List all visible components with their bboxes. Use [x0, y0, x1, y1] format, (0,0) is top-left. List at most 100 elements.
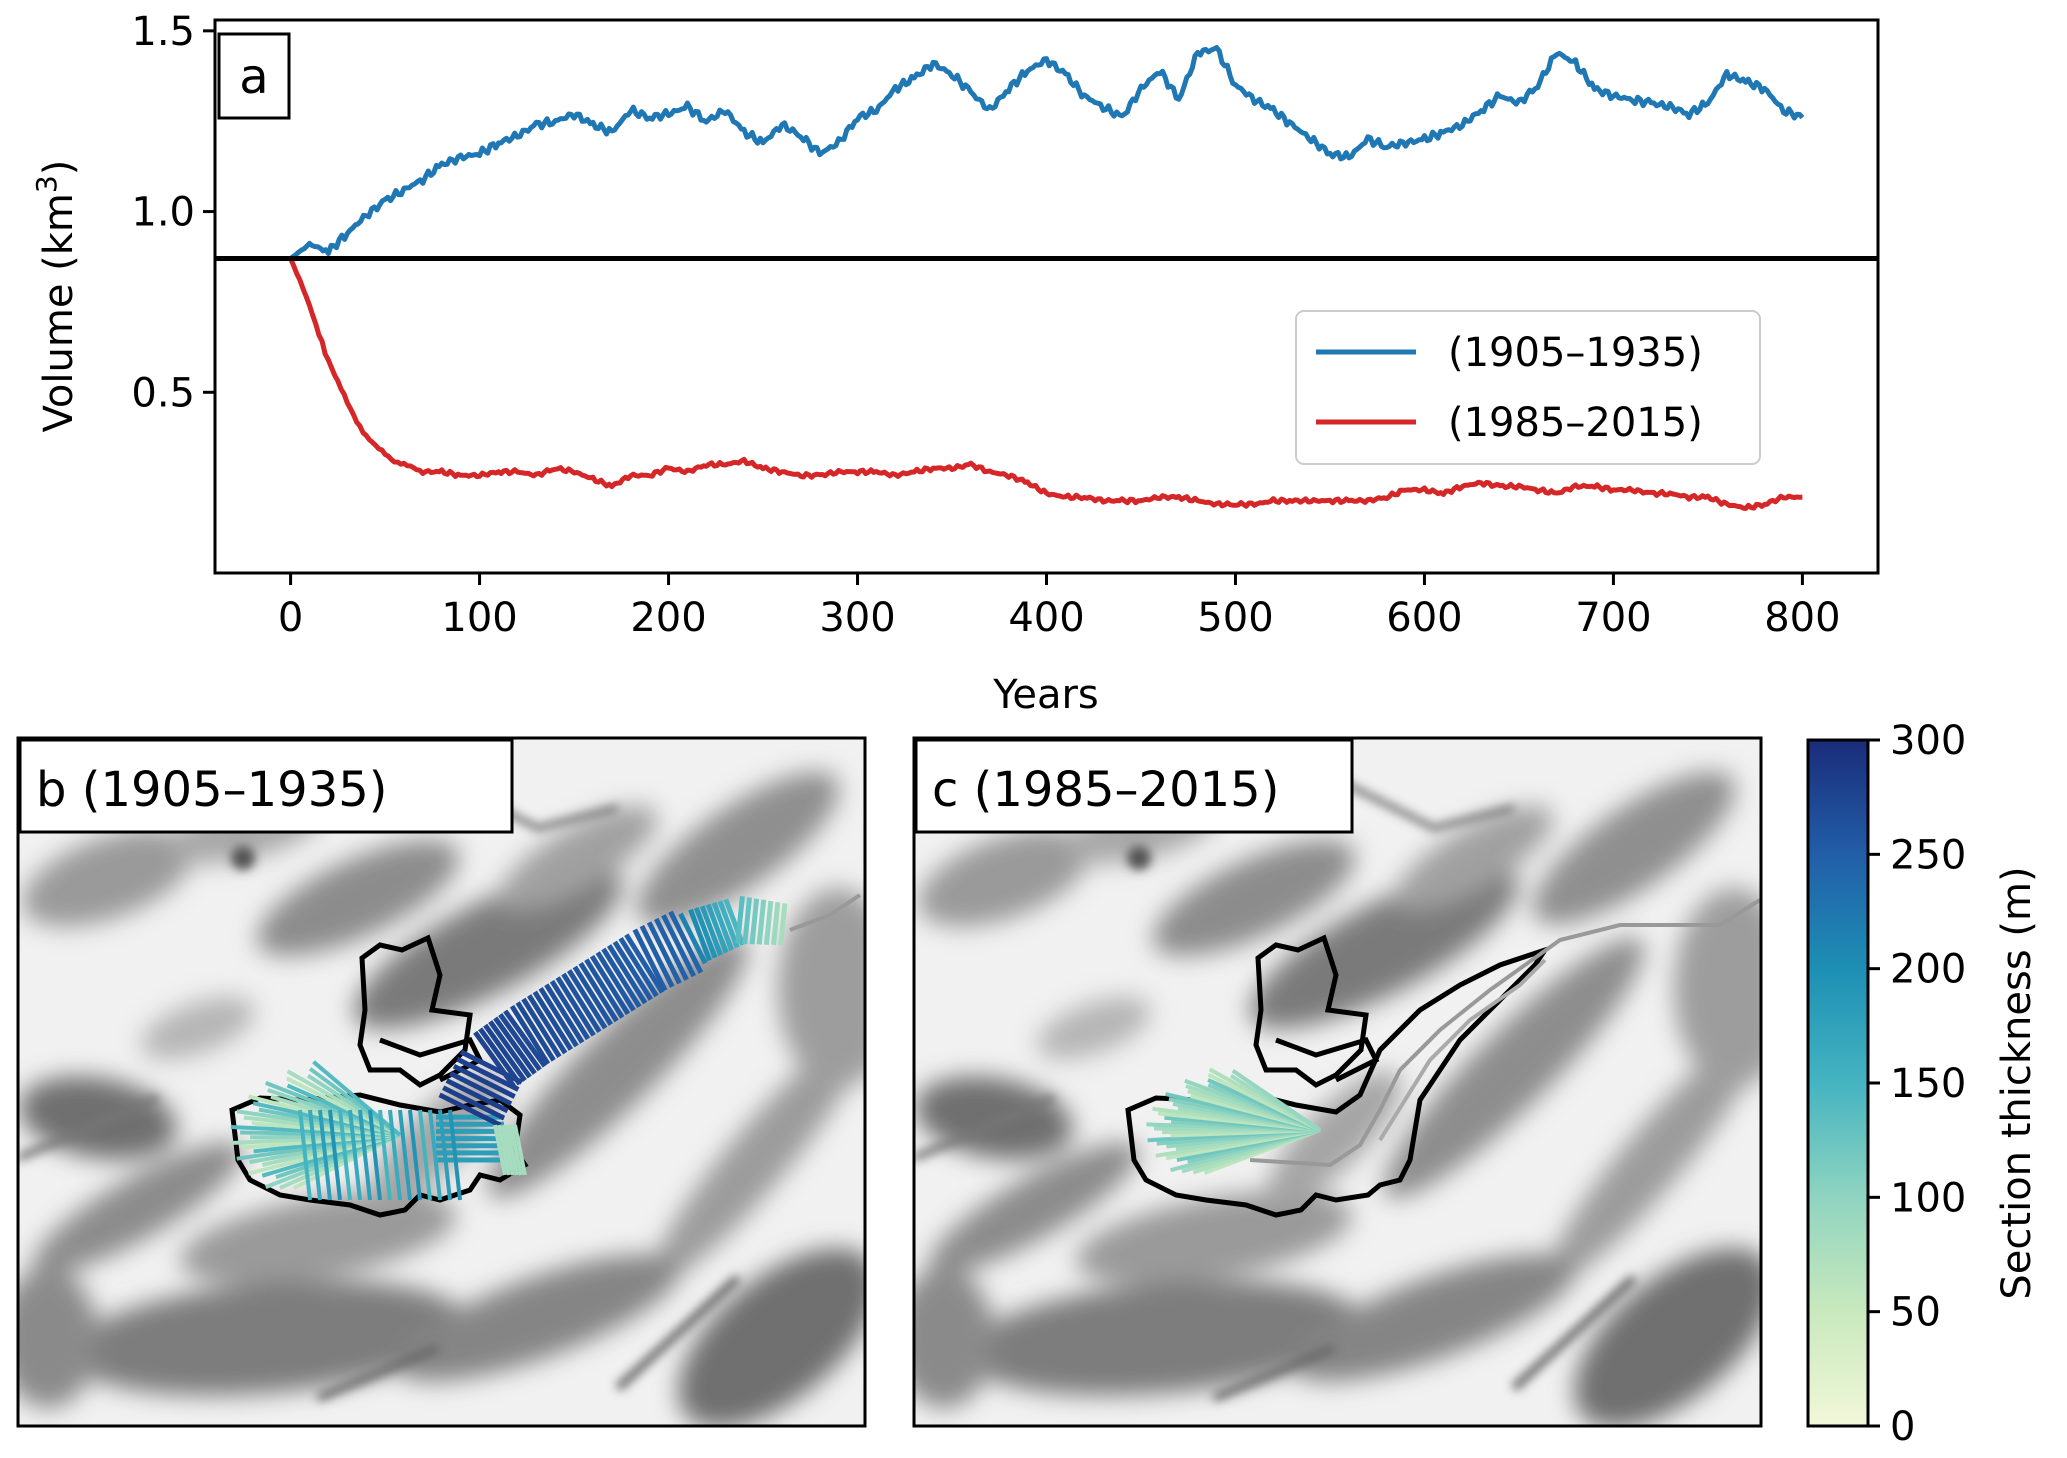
flowline-section	[348, 1109, 362, 1201]
panel-c-flowline-sections	[1146, 1067, 1322, 1175]
colorbar-tick-label: 50	[1890, 1290, 1941, 1336]
panel-c-flowline-grey-inner	[1378, 958, 1547, 1142]
flowline-section	[572, 965, 614, 1026]
x-tick-label: 800	[1764, 595, 1840, 641]
flowline-section	[742, 897, 752, 945]
legend-label-1985-2015: (1985–2015)	[1448, 400, 1703, 446]
flowline-section	[388, 1109, 402, 1201]
x-tick-label: 0	[278, 595, 303, 641]
flowline-section	[612, 940, 654, 1001]
flowline-section	[459, 1049, 523, 1085]
x-tick-label: 600	[1386, 595, 1462, 641]
flowline-section	[678, 912, 708, 965]
x-tick-label: 300	[819, 595, 895, 641]
flowline-section	[661, 914, 697, 978]
x-tick-label: 400	[1008, 595, 1084, 641]
flowline-section	[693, 907, 718, 959]
flowline-section	[561, 972, 602, 1034]
flowline-section	[378, 1109, 392, 1201]
flowline-section	[584, 958, 625, 1019]
colorbar-tick-label: 0	[1890, 1404, 1915, 1450]
y-tick-label: 0.5	[131, 370, 195, 416]
flowline-section	[1231, 1069, 1322, 1132]
colorbar-tick-label: 200	[1890, 947, 1966, 993]
flowline-section	[618, 936, 659, 998]
flowline-section	[368, 1109, 382, 1201]
flowline-section	[478, 1027, 522, 1086]
panel-c-glacier-outline	[1125, 945, 1552, 1218]
x-tick-label: 200	[630, 595, 706, 641]
flowline-section	[549, 979, 591, 1041]
flowline-section	[358, 1109, 372, 1201]
flowline-section	[624, 933, 665, 994]
panel-b-catchment-outline	[357, 934, 484, 1088]
colorbar-tick-label: 300	[1890, 718, 1966, 764]
y-tick-label: 1.0	[131, 190, 195, 236]
flowline-section	[749, 898, 760, 945]
flowline-section	[717, 900, 740, 949]
flowline-section	[711, 901, 735, 951]
flowline-section	[509, 1004, 551, 1066]
panel-c-catchment-outline	[1253, 934, 1380, 1088]
flowline-section	[398, 1109, 412, 1201]
flowline-section	[566, 969, 608, 1030]
flowline-section	[298, 1109, 312, 1201]
y-tick-label: 1.5	[131, 9, 195, 55]
legend-label-1905-1935: (1905–1935)	[1448, 330, 1703, 376]
flowline-section	[705, 903, 729, 954]
flowline-section	[442, 1085, 506, 1121]
flowline-section	[497, 1124, 511, 1176]
flowline-section	[438, 1092, 502, 1128]
flowline-section	[503, 1009, 547, 1068]
flowline-section	[318, 1109, 332, 1201]
flowline-section	[338, 1109, 352, 1201]
colorbar-label: Section thickness (m)	[1994, 866, 2040, 1299]
flowline-section	[493, 1124, 507, 1176]
flowline-section	[688, 908, 712, 962]
flowline-section	[515, 1001, 556, 1062]
flowline-section	[452, 1063, 516, 1099]
flowline-section	[699, 905, 723, 957]
flowline-section	[756, 899, 767, 945]
flowline-section	[456, 1056, 520, 1092]
flowline-section	[308, 1109, 322, 1201]
panel-b-hillshade	[0, 738, 908, 1458]
flowline-section	[521, 997, 562, 1059]
y-axis-label: Volume (km3)	[30, 160, 82, 433]
flowline-section	[498, 1013, 542, 1072]
panel-c-map: c (1985–2015)	[894, 736, 1804, 1458]
flowline-section	[513, 1124, 527, 1176]
panel-c-label: c (1985–2015)	[932, 762, 1279, 818]
panel-c-frame	[912, 736, 1763, 1428]
legend: (1905–1935) (1985–2015)	[1295, 310, 1761, 465]
flowline-section	[544, 983, 585, 1044]
x-tick-label: 100	[441, 595, 517, 641]
flowline-section	[445, 1078, 509, 1114]
flowline-section	[606, 944, 648, 1005]
flowline-section	[473, 1030, 517, 1090]
panel-c-hillshade	[894, 738, 1804, 1458]
flowline-section	[448, 1109, 462, 1201]
panel-b-flowline-sections	[230, 896, 788, 1201]
colorbar: 0 50 100 150 200 250 300 Section thickness (m)	[1806, 718, 2040, 1450]
flowline-section	[538, 986, 579, 1048]
flowline-section	[509, 1124, 523, 1176]
panel-c-flowline-grey	[1249, 898, 1761, 1168]
panel-b-flowline-grey	[789, 893, 862, 932]
panel-b-label-box: b (1905–1935)	[18, 738, 514, 834]
flowline-section	[526, 994, 568, 1055]
flowline-section	[668, 910, 704, 974]
flowline-section	[312, 1060, 402, 1137]
flowline-section	[632, 928, 668, 992]
series-line	[288, 257, 1803, 511]
flowline-section	[595, 951, 636, 1012]
flowline-section	[778, 903, 788, 946]
flowline-section	[646, 921, 682, 985]
panel-b-label: b (1905–1935)	[36, 762, 388, 818]
flowline-section	[763, 900, 774, 945]
flowline-section	[438, 1109, 452, 1201]
colorbar-tick-label: 150	[1890, 1061, 1966, 1107]
series-line	[289, 45, 1805, 261]
flowline-section	[589, 954, 631, 1016]
